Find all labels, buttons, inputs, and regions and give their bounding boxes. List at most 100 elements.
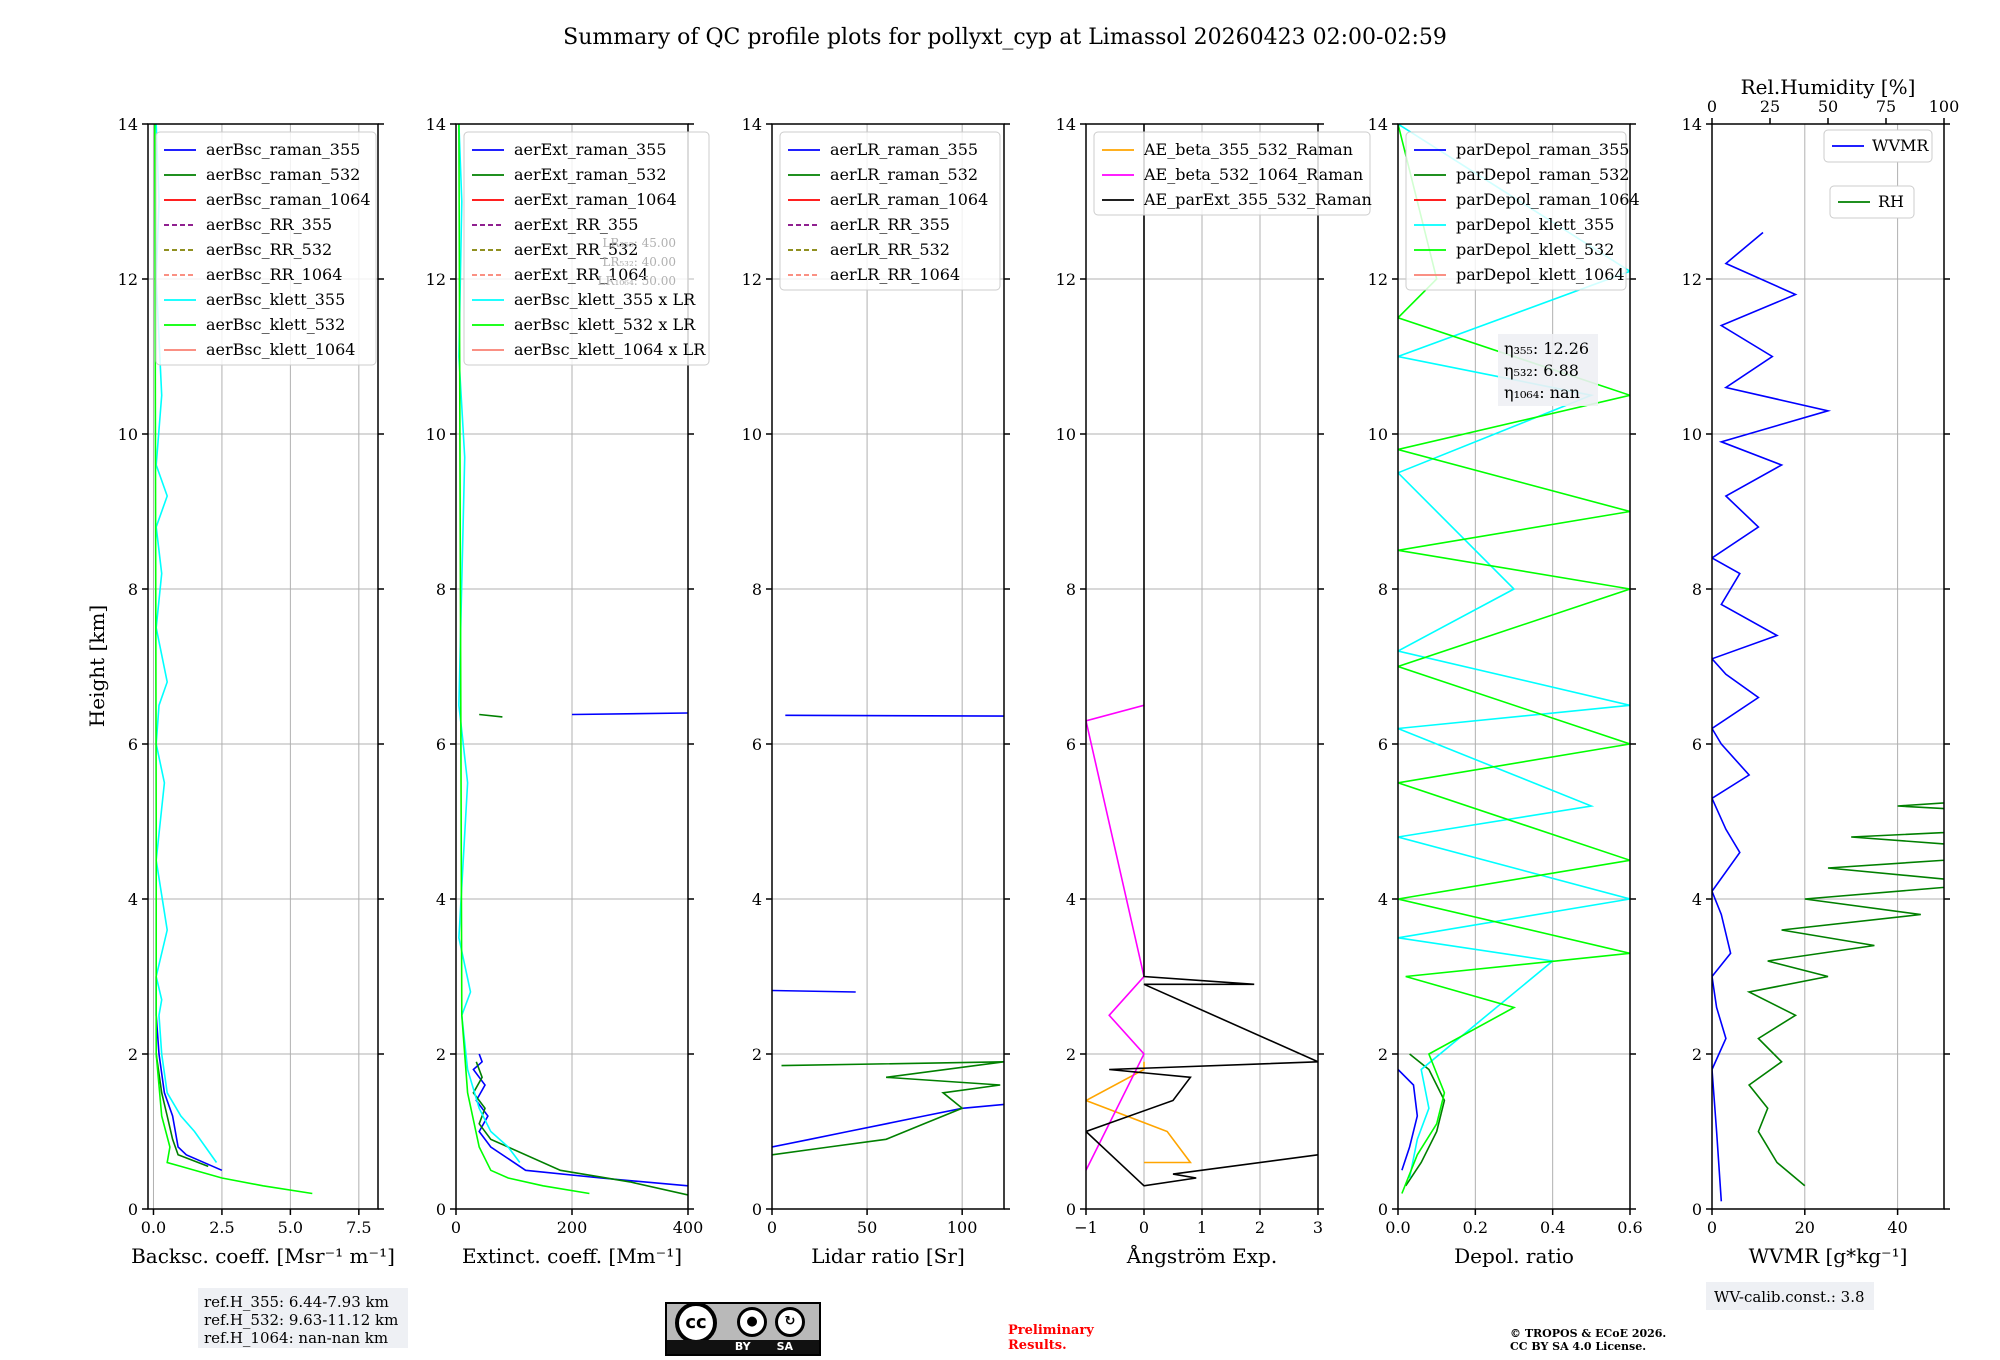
y-tick-label: 10 — [1056, 425, 1076, 444]
x-tick-label: 0 — [1707, 1218, 1717, 1237]
y-tick-label: 12 — [742, 270, 762, 289]
legend-label: aerBsc_klett_355 x LR — [514, 290, 696, 309]
series-aerExt_raman_355 — [472, 1053, 688, 1187]
legend: aerExt_raman_355 aerExt_raman_532 aerExt_r… — [463, 131, 710, 366]
legend-label: aerBsc_raman_355 — [206, 140, 360, 159]
legend-label: aerLR_RR_1064 — [830, 265, 960, 284]
x-tick-label: 0.0 — [1385, 1218, 1410, 1237]
y-tick-label: 4 — [1692, 890, 1702, 909]
series-group — [458, 124, 688, 1196]
legend-label: parDepol_raman_1064 — [1456, 190, 1640, 209]
series-aerBsc_raman_355 — [155, 976, 223, 1172]
x-tick-label: 100 — [947, 1218, 978, 1237]
y-tick-label: 4 — [128, 890, 138, 909]
legend-label: parDepol_klett_355 — [1456, 215, 1614, 234]
legend-label: aerBsc_klett_532 — [206, 315, 345, 334]
legend: aerBsc_raman_355 aerBsc_raman_532 aerBsc_r… — [155, 131, 377, 366]
y-tick-label: 8 — [128, 580, 138, 599]
series-group — [772, 714, 1004, 1156]
y-tick-label: 10 — [742, 425, 762, 444]
lr-note: LR₅₃₂: 40.00 — [602, 255, 676, 269]
axes-frame — [1397, 123, 1631, 1210]
legend: parDepol_raman_355 parDepol_raman_532 parD… — [1405, 131, 1640, 291]
axes-frame — [1711, 123, 1945, 1210]
y-tick-label: 14 — [742, 115, 762, 134]
x2-axis-label: Rel.Humidity [%] — [1741, 75, 1916, 99]
y-tick-label: 2 — [1692, 1045, 1702, 1064]
x-axis-label: Extinct. coeff. [Mm⁻¹] — [462, 1244, 682, 1268]
panel-lidar_ratio: 0 50 100 0 2 4 6 8 10 12 14 Lidar ratio [Sr] aerLR_r… — [742, 115, 1010, 1268]
x2-tick-label: 25 — [1760, 97, 1780, 116]
legend: aerLR_raman_355 aerLR_raman_532 aerLR_rama… — [779, 131, 1001, 291]
legend-wvmr-box — [1823, 129, 1933, 163]
x-tick-label: 40 — [1887, 1218, 1907, 1237]
lr-note: LR₃₅₅: 45.00 — [602, 236, 676, 250]
cc-by-label: BY — [734, 1340, 751, 1353]
y-tick-label: 0 — [752, 1200, 762, 1219]
axes-frame — [771, 123, 1005, 1210]
y-tick-label: 6 — [436, 735, 446, 754]
y-tick-label: 6 — [1692, 735, 1702, 754]
y-tick-label: 6 — [128, 735, 138, 754]
legend-box — [1405, 131, 1627, 291]
legend-label: AE_beta_355_532_Raman — [1143, 140, 1353, 159]
series-aerBsc_klett_355 — [155, 124, 218, 1163]
y-tick-label: 2 — [128, 1045, 138, 1064]
legend-label: aerExt_raman_355 — [514, 140, 667, 159]
x-tick-label: 50 — [857, 1218, 877, 1237]
y-tick-label: 2 — [1378, 1045, 1388, 1064]
eta-note: η₁₀₆₄: nan — [1504, 383, 1580, 402]
legend-label: aerExt_RR_1064 — [514, 265, 649, 284]
axes-frame — [1085, 123, 1319, 1210]
x-tick-label: 2.5 — [209, 1218, 234, 1237]
y-tick-label: 8 — [752, 580, 762, 599]
y-tick-label: 0 — [1378, 1200, 1388, 1219]
series-group — [1712, 231, 1944, 1202]
axes-frame — [147, 123, 379, 1210]
x-tick-label: 20 — [1795, 1218, 1815, 1237]
x-tick-label: 0.4 — [1540, 1218, 1565, 1237]
ref-height-box — [198, 1288, 408, 1348]
y-tick-label: 0 — [436, 1200, 446, 1219]
legend-label: aerBsc_RR_1064 — [206, 265, 342, 284]
panel-wv: 0 20 40 0 2 4 6 8 10 12 14 WVMR [g*kg⁻¹] 0 25 50 75 100 R… — [1682, 75, 1960, 1268]
legend: AE_beta_355_532_Raman AE_beta_532_1064_Ra… — [1093, 131, 1372, 216]
ref-height-532: ref.H_532: 9.63-11.12 km — [204, 1311, 398, 1329]
legend-label: aerLR_raman_1064 — [830, 190, 988, 209]
y-tick-label: 0 — [128, 1200, 138, 1219]
legend-label: aerExt_raman_1064 — [514, 190, 677, 209]
legend-box — [779, 131, 1001, 291]
x-tick-label: 3 — [1313, 1218, 1323, 1237]
y-tick-label: 8 — [1692, 580, 1702, 599]
legend-label: aerLR_RR_532 — [830, 240, 950, 259]
y-tick-label: 2 — [1066, 1045, 1076, 1064]
legend-label: aerLR_raman_532 — [830, 165, 978, 184]
y-tick-label: 8 — [436, 580, 446, 599]
x-tick-label: 7.5 — [346, 1218, 371, 1237]
series-aerLR_raman_532 — [772, 1061, 1004, 1156]
y-tick-label: 8 — [1378, 580, 1388, 599]
cc-license-badge: cc ● ↻ BY SA — [665, 1302, 821, 1356]
legend-label: aerLR_RR_355 — [830, 215, 950, 234]
legend-label: aerBsc_klett_355 — [206, 290, 345, 309]
legend-box — [155, 131, 377, 366]
sa-share-icon: ↻ — [775, 1307, 805, 1337]
preliminary-line-1: Preliminary — [1008, 1323, 1094, 1338]
y-tick-label: 4 — [1378, 890, 1388, 909]
y-tick-label: 4 — [436, 890, 446, 909]
wv-calib-text: WV-calib.const.: 3.8 — [1714, 1288, 1865, 1306]
y-tick-label: 10 — [426, 425, 446, 444]
series-aerExt_raman_355_6km — [571, 712, 688, 716]
series-RH — [1746, 774, 1944, 1187]
y-tick-label: 14 — [1056, 115, 1076, 134]
legend-label: parDepol_raman_532 — [1456, 165, 1629, 184]
y-tick-label: 14 — [1368, 115, 1388, 134]
y-tick-label: 12 — [1056, 270, 1076, 289]
x-tick-label: 0 — [767, 1218, 777, 1237]
legend-label: parDepol_raman_355 — [1456, 140, 1629, 159]
y-tick-label: 10 — [1368, 425, 1388, 444]
legend-label: aerBsc_klett_1064 — [206, 340, 355, 359]
eta-note: η₃₅₅: 12.26 — [1504, 339, 1589, 358]
y-tick-label: 0 — [1066, 1200, 1076, 1219]
